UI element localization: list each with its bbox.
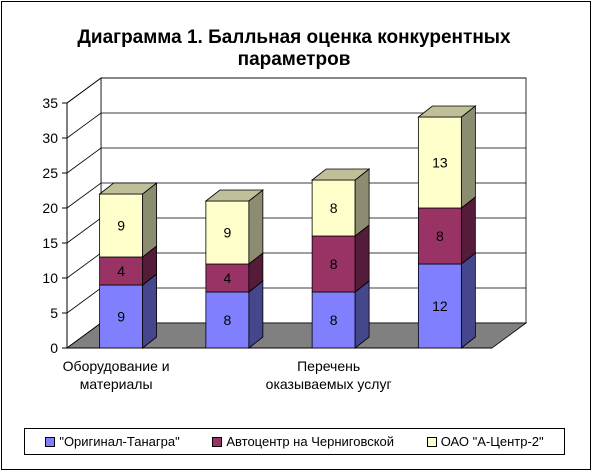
x-category-label-line: Оборудование и xyxy=(63,358,170,374)
legend-label-avtocentr: Автоцентр на Черниговской xyxy=(226,434,395,449)
gridline xyxy=(66,182,526,209)
legend-label-a-centr-2: ОАО "А-Центр-2" xyxy=(440,434,544,449)
legend-entry-original-tanagra: "Оригинал-Танагра" xyxy=(45,434,180,449)
data-label: 8 xyxy=(330,256,338,272)
chart-title: Диаграмма 1. Балльная оценка конкурентны… xyxy=(0,27,588,71)
y-tick-label: 5 xyxy=(50,305,58,321)
x-category-label-line: Перечень xyxy=(297,358,360,374)
chart-legend: "Оригинал-Танагра" Автоцентр на Чернигов… xyxy=(24,428,565,455)
gridline xyxy=(66,112,526,139)
x-category-label: Оборудование и материалы xyxy=(63,358,170,392)
chart-title-line-1: Диаграмма 1. Балльная оценка конкурентны… xyxy=(77,27,511,48)
data-label: 8 xyxy=(436,228,444,244)
bar-top xyxy=(98,182,158,195)
legend-swatch-avtocentr xyxy=(212,436,223,447)
data-label: 8 xyxy=(223,312,231,328)
bar-segment-side xyxy=(248,189,264,265)
data-label: 4 xyxy=(117,263,125,279)
bar-segment-front xyxy=(205,291,250,349)
gridline xyxy=(66,77,526,104)
bar-segment-front xyxy=(417,263,462,349)
legend-swatch-original-tanagra xyxy=(45,436,56,447)
y-tick-label: 10 xyxy=(42,270,58,286)
data-label: 4 xyxy=(223,270,231,286)
legend-label-original-tanagra: "Оригинал-Танагра" xyxy=(59,434,180,449)
bar-segment-side xyxy=(460,196,476,265)
bar-segment-side xyxy=(460,252,476,349)
chart-title-line-2: параметров xyxy=(237,49,351,70)
bar-segment-side xyxy=(142,182,158,258)
bar-segment-front xyxy=(311,291,356,349)
gridline xyxy=(66,147,526,174)
bar-segment-front xyxy=(417,207,462,265)
bar-segment-side xyxy=(460,105,476,209)
bar-segment-front xyxy=(311,179,356,237)
chart-side-wall xyxy=(66,77,102,349)
legend-swatch-a-centr-2 xyxy=(426,436,437,447)
legend-entry-avtocentr: Автоцентр на Черниговской xyxy=(212,434,394,449)
data-label: 9 xyxy=(117,218,125,234)
y-tick-label: 20 xyxy=(42,200,58,216)
data-label: 8 xyxy=(330,200,338,216)
bar-segment-front xyxy=(99,284,144,349)
bar-segment-side xyxy=(354,280,370,349)
bar-segment-side xyxy=(354,224,370,293)
y-tick-label: 30 xyxy=(42,130,58,146)
y-tick-label: 15 xyxy=(42,235,58,251)
bar-top xyxy=(310,168,371,181)
bar-segment-front xyxy=(311,235,356,293)
x-category-label: Перечень оказываемых услуг xyxy=(266,358,392,392)
data-label: 9 xyxy=(223,225,231,241)
x-category-label-line: оказываемых услуг xyxy=(266,376,392,392)
bar-top xyxy=(204,189,265,202)
y-tick-label: 0 xyxy=(50,340,58,356)
data-label: 12 xyxy=(432,298,448,314)
y-tick-label: 25 xyxy=(42,165,58,181)
bar-segment-side xyxy=(142,273,158,349)
data-label: 13 xyxy=(432,155,448,171)
bar-segment-side xyxy=(248,280,264,349)
bar-segment-side xyxy=(354,168,370,237)
legend-entry-a-centr-2: ОАО "А-Центр-2" xyxy=(426,434,544,449)
x-category-label-line: материалы xyxy=(80,376,153,392)
data-label: 8 xyxy=(330,312,338,328)
bar-top xyxy=(417,105,477,118)
y-tick-label: 35 xyxy=(42,95,58,111)
data-label: 9 xyxy=(117,309,125,325)
